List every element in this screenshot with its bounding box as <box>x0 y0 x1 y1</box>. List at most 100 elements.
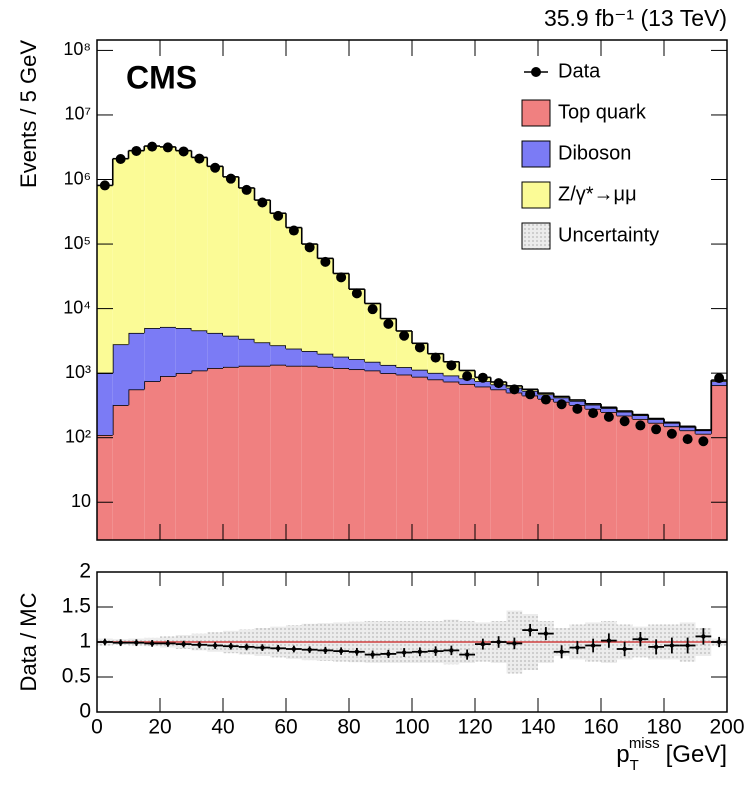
ratio-point <box>685 643 689 647</box>
stack-segment <box>113 405 129 540</box>
stack-segment <box>302 351 318 366</box>
legend-marker <box>531 67 541 77</box>
stack-segment <box>475 387 491 540</box>
stack-segment <box>192 330 208 370</box>
stack-segment <box>176 373 192 540</box>
stack-segment <box>239 339 255 366</box>
stack-segment <box>255 200 271 342</box>
data-point <box>194 154 204 164</box>
stack-segment <box>129 151 145 333</box>
data-point <box>226 174 236 184</box>
y-tick-label: 2 <box>79 560 91 583</box>
y-tick-label: 10³ <box>65 362 91 382</box>
stack-segment <box>333 357 349 368</box>
stack-segment <box>491 389 507 540</box>
data-point <box>446 360 456 370</box>
data-point <box>525 389 535 399</box>
x-axis-title: pTmiss[GeV] <box>616 735 727 774</box>
legend-label: Uncertainty <box>558 224 659 246</box>
data-point <box>431 353 441 363</box>
stack-segment <box>333 368 349 540</box>
legend-swatch <box>522 141 550 167</box>
stack-segment <box>585 409 601 540</box>
stack-segment <box>333 273 349 356</box>
stack-segment <box>522 396 538 540</box>
data-point <box>320 257 330 267</box>
ratio-point <box>622 647 626 651</box>
data-point <box>368 304 378 314</box>
stack-segment <box>365 362 381 371</box>
stack-segment <box>255 342 271 365</box>
ratio-point <box>481 642 485 646</box>
data-point <box>415 342 425 352</box>
stack-segment <box>601 412 617 540</box>
stack-segment <box>444 382 460 540</box>
data-point <box>305 242 315 252</box>
ratio-point <box>701 634 705 638</box>
stack-segment <box>207 166 223 333</box>
ratio-point <box>433 649 437 653</box>
ratio-point <box>276 646 280 650</box>
data-point <box>116 154 126 164</box>
legend-swatch <box>522 223 550 249</box>
data-point <box>588 408 598 418</box>
data-point <box>273 211 283 221</box>
stack-segment <box>97 435 113 540</box>
ratio-point <box>402 650 406 654</box>
ratio-point <box>197 643 201 647</box>
data-point <box>635 420 645 430</box>
stack-segment <box>160 147 176 327</box>
x-tick-label: 140 <box>520 716 555 739</box>
stack-segment <box>144 328 160 381</box>
data-point <box>683 434 693 444</box>
ratio-point <box>150 641 154 645</box>
stack-segment <box>144 381 160 540</box>
stack-segment <box>365 370 381 540</box>
ratio-point <box>339 649 343 653</box>
ratio-point <box>575 645 579 649</box>
experiment-label: CMS <box>126 59 197 95</box>
y-tick-label: 0 <box>79 700 91 723</box>
data-point <box>147 142 157 152</box>
data-point <box>462 371 472 381</box>
stack-segment <box>680 430 696 540</box>
data-point <box>620 416 630 426</box>
stack-segment <box>396 375 412 540</box>
stack-segment <box>428 379 444 540</box>
x-tick-label: 20 <box>148 716 171 739</box>
stack-segment <box>160 327 176 376</box>
stack-segment <box>349 369 365 540</box>
x-tick-label: 100 <box>394 716 429 739</box>
stack-segment <box>192 157 208 330</box>
stack-segment <box>270 345 286 364</box>
x-tick-label: 40 <box>211 716 234 739</box>
stack-segment <box>349 289 365 359</box>
stack-segment <box>648 423 664 540</box>
ratio-point <box>512 641 516 645</box>
stack-segment <box>160 376 176 540</box>
ratio-point <box>528 628 532 632</box>
data-point <box>651 424 661 434</box>
data-point <box>399 331 409 341</box>
stack-segment <box>444 375 460 381</box>
data-point <box>383 319 393 329</box>
x-tick-label: 0 <box>91 716 103 739</box>
stack-segment <box>696 434 712 540</box>
stack-segment <box>412 370 428 377</box>
data-point <box>100 180 110 190</box>
x-title-sub: T <box>630 757 639 774</box>
y-axis-title: Data / MC <box>16 592 41 691</box>
stack-segment <box>286 228 302 349</box>
stack-segment <box>412 377 428 540</box>
stack-segment <box>381 373 397 540</box>
stack-segment <box>97 373 113 435</box>
data-point <box>289 226 299 236</box>
ratio-point <box>166 641 170 645</box>
ratio-point <box>134 641 138 645</box>
data-point <box>478 373 488 383</box>
x-title-base: p <box>616 741 629 768</box>
stack-segment <box>144 146 160 328</box>
data-point <box>667 429 677 439</box>
stack-segment <box>207 333 223 368</box>
